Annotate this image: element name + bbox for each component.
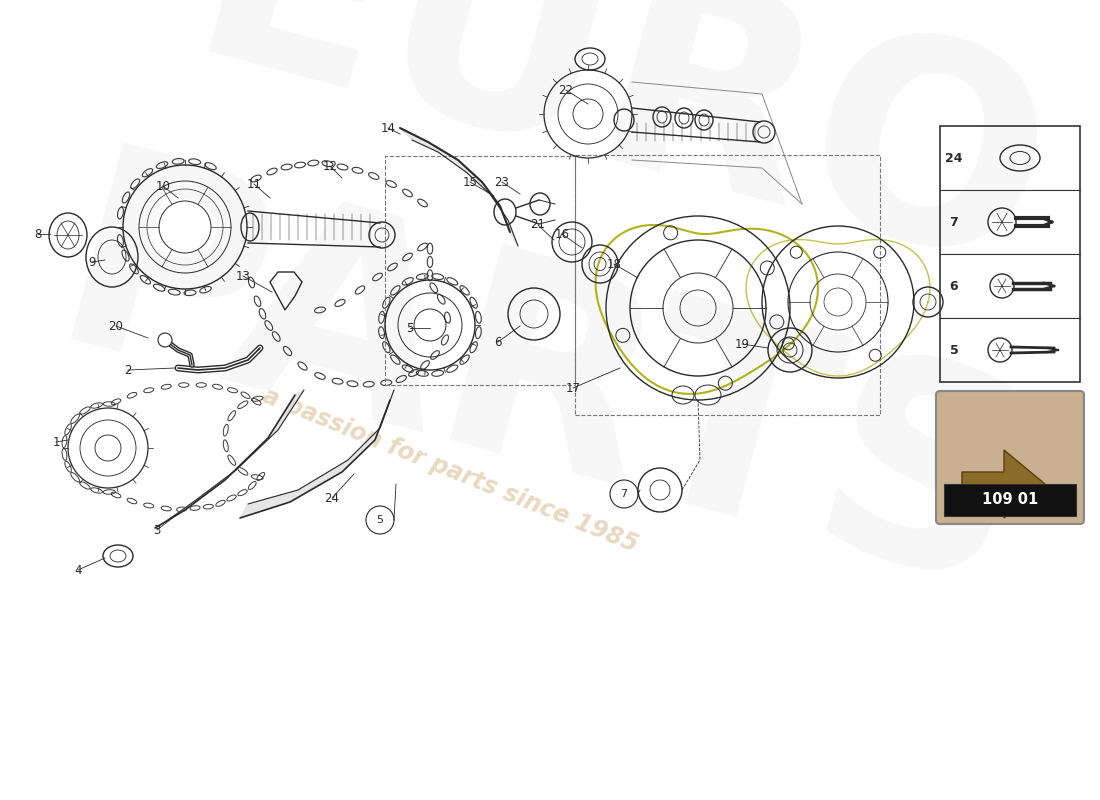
Text: 15: 15: [463, 175, 477, 189]
Text: 5: 5: [406, 322, 414, 334]
Text: a passion for parts since 1985: a passion for parts since 1985: [258, 383, 641, 557]
Text: 10: 10: [155, 179, 170, 193]
Text: 23: 23: [495, 175, 509, 189]
Text: 5: 5: [376, 515, 384, 525]
Text: 2: 2: [124, 363, 132, 377]
Text: 1: 1: [53, 435, 59, 449]
Text: 19: 19: [735, 338, 749, 350]
Polygon shape: [155, 390, 304, 528]
Text: 22: 22: [559, 83, 573, 97]
Text: 7: 7: [949, 215, 958, 229]
Text: 17: 17: [565, 382, 581, 394]
Text: 13: 13: [235, 270, 251, 282]
Text: 11: 11: [246, 178, 262, 190]
Text: 8: 8: [34, 227, 42, 241]
Text: 9: 9: [88, 255, 96, 269]
Text: 12: 12: [322, 159, 338, 173]
Text: 7: 7: [620, 489, 628, 499]
Text: 4: 4: [75, 563, 81, 577]
Text: 6: 6: [494, 335, 502, 349]
FancyBboxPatch shape: [936, 391, 1084, 524]
Text: 109 01: 109 01: [982, 493, 1038, 507]
Polygon shape: [240, 390, 394, 518]
Text: 3: 3: [153, 523, 161, 537]
Polygon shape: [962, 450, 1045, 518]
Text: 24: 24: [945, 151, 962, 165]
Text: 6: 6: [949, 279, 958, 293]
Polygon shape: [400, 128, 518, 246]
Text: 14: 14: [381, 122, 396, 134]
Bar: [944, 484, 1076, 516]
Text: EURO
PARTS: EURO PARTS: [30, 0, 1100, 649]
Text: 24: 24: [324, 491, 340, 505]
Text: 20: 20: [109, 319, 123, 333]
Text: 21: 21: [530, 218, 546, 231]
Text: 5: 5: [949, 343, 958, 357]
Text: 18: 18: [606, 258, 621, 270]
Bar: [940, 126, 1080, 382]
Text: 16: 16: [554, 227, 570, 241]
Circle shape: [158, 333, 172, 347]
